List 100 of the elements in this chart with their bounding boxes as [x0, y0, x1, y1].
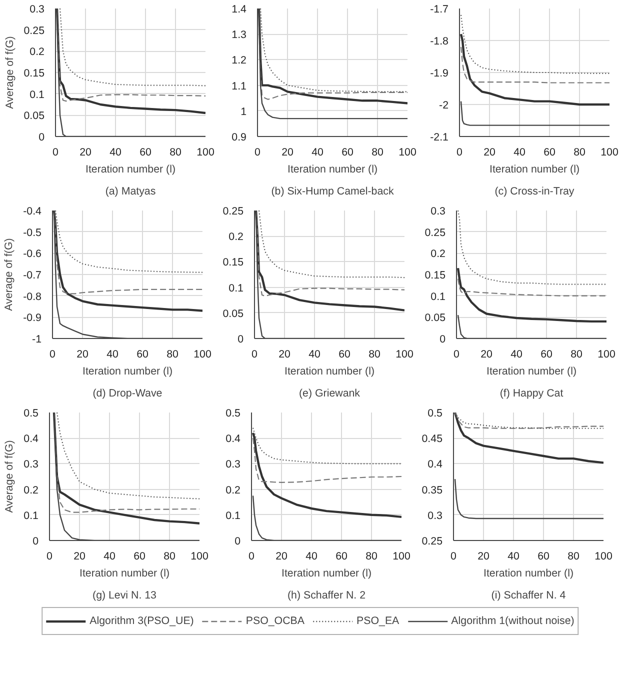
- x-tick-label: 20: [478, 550, 490, 562]
- text: (h) Schaffer N. 2: [288, 590, 366, 602]
- x-tick-label: 20: [276, 550, 288, 562]
- x-axis-title: Iteration number (l): [483, 568, 574, 580]
- y-tick-label: -2: [439, 100, 449, 112]
- y-tick-label: -0.9: [23, 312, 42, 324]
- y-tick-label: -0.5: [23, 226, 42, 239]
- x-tick-label: 80: [368, 348, 380, 360]
- y-tick-label: 0: [38, 132, 45, 144]
- x-axis-title: Iteration number (l): [79, 568, 170, 580]
- y-tick-label: 0.15: [424, 270, 446, 282]
- legend-label: Algorithm 1(without noise): [451, 615, 574, 627]
- legend-label: Algorithm 3(PSO_UE): [90, 615, 194, 627]
- y-tick-label: 0: [234, 536, 241, 548]
- x-tick-label: 40: [110, 146, 122, 158]
- y-tick-label: 0.5: [226, 408, 241, 420]
- x-tick-label: 100: [190, 550, 208, 562]
- x-tick-label: 60: [134, 550, 146, 562]
- y-tick-label: 1.3: [232, 29, 247, 42]
- y-tick-label: 0.15: [222, 256, 244, 269]
- x-tick-label: 40: [104, 550, 116, 562]
- x-tick-label: 60: [338, 348, 350, 360]
- y-tick-label: 0.1: [226, 510, 241, 522]
- y-tick-label: 0.05: [24, 110, 45, 122]
- x-axis-title: Iteration number (l): [284, 366, 375, 378]
- x-tick-label: 80: [574, 146, 586, 158]
- x-tick-label: 100: [392, 550, 410, 562]
- y-tick-label: 0: [32, 536, 39, 548]
- text: (f) Happy Cat: [500, 388, 564, 400]
- x-tick-label: 100: [398, 146, 416, 158]
- y-tick-label: 0.25: [422, 536, 443, 548]
- y-tick-label: 0.2: [30, 46, 45, 58]
- x-tick-label: 80: [372, 146, 384, 158]
- y-tick-label: 0.5: [428, 408, 443, 420]
- y-tick-label: 1: [240, 106, 247, 118]
- x-axis-title: Iteration number (l): [82, 366, 173, 378]
- text: (b) Six-Hump Camel-back: [271, 186, 394, 198]
- x-tick-label: 20: [80, 146, 92, 158]
- x-tick-label: 20: [74, 550, 86, 562]
- y-tick-label: 0.3: [30, 4, 45, 16]
- y-tick-label: 0.45: [422, 433, 443, 446]
- x-tick-label: 60: [544, 146, 556, 158]
- x-tick-label: 40: [508, 550, 520, 562]
- x-tick-label: 0: [456, 146, 463, 158]
- x-tick-label: 0: [52, 146, 59, 158]
- y-tick-label: 1.4: [232, 4, 247, 16]
- text: (a) Matyas: [105, 186, 156, 198]
- y-tick-label: 0.2: [226, 484, 241, 496]
- y-axis-title: Average of f(G): [4, 440, 16, 513]
- x-axis-title: Iteration number (l): [489, 164, 580, 176]
- x-tick-label: 60: [538, 550, 550, 562]
- text: (e) Griewank: [299, 388, 361, 400]
- x-tick-label: 100: [600, 146, 618, 158]
- y-tick-label: 0.25: [24, 24, 45, 37]
- x-tick-label: 20: [282, 146, 294, 158]
- y-tick-label: -1.8: [430, 36, 449, 48]
- x-tick-label: 60: [336, 550, 348, 562]
- y-tick-label: 0.25: [424, 226, 446, 239]
- x-axis-title: Iteration number (l): [486, 366, 577, 378]
- y-tick-label: 0.1: [430, 290, 446, 303]
- x-tick-label: 80: [170, 146, 182, 158]
- y-tick-label: -0.8: [23, 290, 42, 303]
- x-tick-label: 100: [598, 348, 616, 360]
- x-axis-title: Iteration number (l): [85, 164, 176, 176]
- text: (c) Cross-in-Tray: [494, 186, 575, 198]
- x-tick-label: 100: [396, 348, 414, 360]
- x-tick-label: 40: [510, 348, 522, 360]
- x-tick-label: 20: [278, 348, 290, 360]
- y-tick-label: -1.7: [430, 4, 449, 16]
- y-tick-label: 0.1: [24, 510, 39, 522]
- x-tick-label: 0: [252, 348, 258, 360]
- x-tick-label: 100: [594, 550, 612, 562]
- y-tick-label: -0.7: [23, 270, 42, 282]
- x-tick-label: 60: [136, 348, 148, 360]
- x-tick-label: 60: [342, 146, 354, 158]
- x-tick-label: 20: [76, 348, 88, 360]
- text: (g) Levi N. 13: [92, 590, 157, 602]
- x-tick-label: 40: [514, 146, 526, 158]
- y-tick-label: 0.9: [232, 132, 247, 144]
- x-tick-label: 0: [254, 146, 261, 158]
- x-axis-title: Iteration number (l): [281, 568, 372, 580]
- x-tick-label: 0: [450, 550, 457, 562]
- x-tick-label: 0: [454, 348, 460, 360]
- y-tick-label: 0.1: [228, 282, 244, 294]
- legend-label: PSO_EA: [356, 615, 400, 627]
- y-tick-label: 0.3: [430, 206, 446, 218]
- x-tick-label: 100: [196, 146, 214, 158]
- x-tick-label: 60: [540, 348, 552, 360]
- y-tick-label: -2.1: [430, 132, 449, 144]
- y-axis-title: Average of f(G): [3, 238, 16, 311]
- y-tick-label: 0.2: [228, 231, 244, 244]
- x-tick-label: 0: [46, 550, 53, 562]
- y-tick-label: 0.05: [424, 312, 446, 324]
- y-tick-label: -1: [32, 334, 42, 346]
- y-tick-label: -1.9: [430, 68, 449, 80]
- x-tick-label: 60: [140, 146, 152, 158]
- x-tick-label: 80: [366, 550, 378, 562]
- y-tick-label: 0.4: [428, 458, 443, 471]
- x-tick-label: 20: [480, 348, 492, 360]
- x-tick-label: 80: [166, 348, 178, 360]
